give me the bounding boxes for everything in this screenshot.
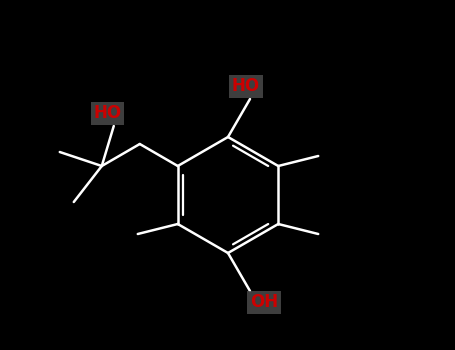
Text: OH: OH <box>250 293 278 311</box>
Text: HO: HO <box>232 77 260 95</box>
Text: HO: HO <box>94 104 122 122</box>
